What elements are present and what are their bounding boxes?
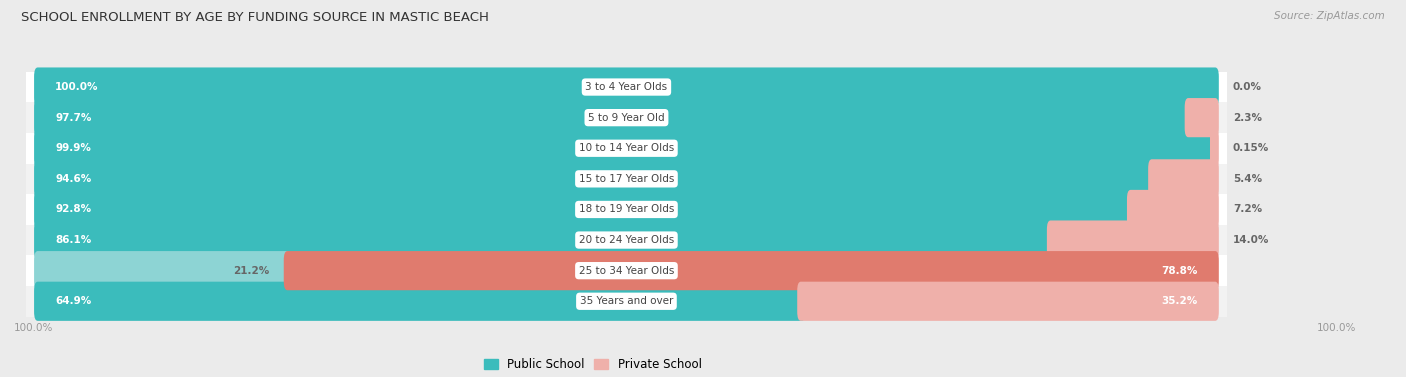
Text: 100.0%: 100.0% (1317, 323, 1357, 333)
Text: 100.0%: 100.0% (14, 323, 53, 333)
Text: 20 to 24 Year Olds: 20 to 24 Year Olds (579, 235, 673, 245)
FancyBboxPatch shape (1128, 190, 1219, 229)
Text: 10 to 14 Year Olds: 10 to 14 Year Olds (579, 143, 673, 153)
FancyBboxPatch shape (797, 282, 1219, 321)
Text: 92.8%: 92.8% (55, 204, 91, 215)
Bar (25, 102, 1227, 133)
Bar (25, 255, 1227, 286)
FancyBboxPatch shape (34, 282, 806, 321)
Text: 100.0%: 100.0% (55, 82, 98, 92)
Text: 0.0%: 0.0% (1233, 82, 1263, 92)
Text: 35 Years and over: 35 Years and over (579, 296, 673, 306)
FancyBboxPatch shape (1211, 129, 1219, 168)
Bar (25, 286, 1227, 317)
FancyBboxPatch shape (34, 129, 1218, 168)
Text: 99.9%: 99.9% (55, 143, 91, 153)
Text: SCHOOL ENROLLMENT BY AGE BY FUNDING SOURCE IN MASTIC BEACH: SCHOOL ENROLLMENT BY AGE BY FUNDING SOUR… (21, 11, 489, 24)
Text: 2.3%: 2.3% (1233, 113, 1263, 123)
Legend: Public School, Private School: Public School, Private School (479, 353, 707, 375)
Bar (25, 194, 1227, 225)
Text: 21.2%: 21.2% (233, 266, 270, 276)
Text: 97.7%: 97.7% (55, 113, 91, 123)
Bar (25, 133, 1227, 164)
Text: 86.1%: 86.1% (55, 235, 91, 245)
Text: 15 to 17 Year Olds: 15 to 17 Year Olds (579, 174, 673, 184)
FancyBboxPatch shape (1047, 221, 1219, 260)
Text: 64.9%: 64.9% (55, 296, 91, 306)
FancyBboxPatch shape (1149, 159, 1219, 198)
Text: 78.8%: 78.8% (1161, 266, 1198, 276)
FancyBboxPatch shape (34, 159, 1156, 198)
Text: 25 to 34 Year Olds: 25 to 34 Year Olds (579, 266, 673, 276)
FancyBboxPatch shape (34, 98, 1192, 137)
FancyBboxPatch shape (34, 190, 1135, 229)
Text: 5 to 9 Year Old: 5 to 9 Year Old (588, 113, 665, 123)
FancyBboxPatch shape (34, 251, 291, 290)
FancyBboxPatch shape (34, 67, 1219, 107)
Bar (25, 164, 1227, 194)
Text: 7.2%: 7.2% (1233, 204, 1263, 215)
Text: 3 to 4 Year Olds: 3 to 4 Year Olds (585, 82, 668, 92)
FancyBboxPatch shape (1185, 98, 1219, 137)
FancyBboxPatch shape (284, 251, 1219, 290)
Text: Source: ZipAtlas.com: Source: ZipAtlas.com (1274, 11, 1385, 21)
Text: 94.6%: 94.6% (55, 174, 91, 184)
Bar (25, 225, 1227, 255)
Bar (25, 72, 1227, 102)
Text: 18 to 19 Year Olds: 18 to 19 Year Olds (579, 204, 673, 215)
Text: 35.2%: 35.2% (1161, 296, 1198, 306)
Text: 0.15%: 0.15% (1233, 143, 1270, 153)
Text: 5.4%: 5.4% (1233, 174, 1263, 184)
FancyBboxPatch shape (34, 221, 1054, 260)
Text: 14.0%: 14.0% (1233, 235, 1270, 245)
